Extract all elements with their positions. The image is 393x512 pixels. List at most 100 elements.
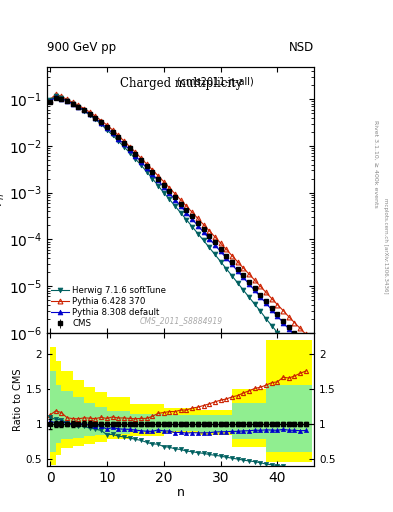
Pythia 6.428 370 — [133, 149, 138, 155]
Pythia 6.428 370 — [292, 319, 297, 326]
Text: Rivet 3.1.10, ≥ 400k events: Rivet 3.1.10, ≥ 400k events — [373, 120, 378, 208]
Pythia 8.308 default — [48, 98, 52, 104]
Pythia 8.308 default — [150, 171, 155, 177]
Pythia 6.428 370 — [218, 240, 223, 246]
Pythia 6.428 370 — [150, 166, 155, 173]
Pythia 8.308 default — [235, 268, 240, 274]
Line: Herwig 7.1.6 softTune: Herwig 7.1.6 softTune — [48, 94, 308, 370]
Pythia 6.428 370 — [167, 185, 172, 191]
Pythia 6.428 370 — [264, 289, 268, 295]
Pythia 8.308 default — [184, 209, 189, 216]
Pythia 8.308 default — [213, 242, 217, 248]
Pythia 8.308 default — [133, 153, 138, 159]
Herwig 7.1.6 softTune — [264, 316, 268, 322]
Pythia 6.428 370 — [281, 307, 285, 313]
Herwig 7.1.6 softTune — [190, 224, 195, 230]
Herwig 7.1.6 softTune — [178, 210, 183, 216]
Pythia 8.308 default — [167, 190, 172, 196]
Pythia 8.308 default — [88, 111, 92, 117]
Herwig 7.1.6 softTune — [224, 266, 229, 272]
Herwig 7.1.6 softTune — [184, 217, 189, 223]
Pythia 6.428 370 — [252, 277, 257, 283]
Herwig 7.1.6 softTune — [167, 196, 172, 202]
Pythia 8.308 default — [156, 177, 160, 183]
X-axis label: n: n — [177, 486, 185, 499]
Pythia 8.308 default — [121, 141, 126, 147]
Pythia 8.308 default — [190, 216, 195, 222]
Pythia 8.308 default — [162, 184, 166, 190]
Y-axis label: Ratio to CMS: Ratio to CMS — [13, 368, 23, 431]
Pythia 6.428 370 — [105, 122, 109, 128]
Pythia 6.428 370 — [93, 113, 98, 119]
Text: mcplots.cern.ch [arXiv:1306.3436]: mcplots.cern.ch [arXiv:1306.3436] — [383, 198, 387, 293]
Herwig 7.1.6 softTune — [298, 358, 303, 364]
Text: Charged multiplicity: Charged multiplicity — [119, 77, 242, 90]
Herwig 7.1.6 softTune — [139, 162, 143, 168]
Pythia 6.428 370 — [121, 138, 126, 144]
Herwig 7.1.6 softTune — [241, 287, 246, 293]
Pythia 6.428 370 — [269, 295, 274, 302]
Pythia 8.308 default — [53, 94, 58, 100]
Herwig 7.1.6 softTune — [252, 301, 257, 307]
Herwig 7.1.6 softTune — [269, 323, 274, 329]
Herwig 7.1.6 softTune — [48, 97, 52, 103]
Pythia 8.308 default — [224, 255, 229, 261]
Herwig 7.1.6 softTune — [275, 330, 280, 336]
Pythia 6.428 370 — [156, 173, 160, 179]
Pythia 8.308 default — [230, 262, 234, 268]
Text: 900 GeV pp: 900 GeV pp — [47, 41, 116, 54]
Herwig 7.1.6 softTune — [207, 244, 211, 250]
Pythia 6.428 370 — [190, 209, 195, 216]
Herwig 7.1.6 softTune — [121, 144, 126, 150]
Herwig 7.1.6 softTune — [173, 203, 178, 209]
Pythia 6.428 370 — [247, 271, 252, 277]
Pythia 8.308 default — [303, 345, 308, 351]
Pythia 6.428 370 — [258, 283, 263, 289]
Herwig 7.1.6 softTune — [110, 132, 115, 138]
Herwig 7.1.6 softTune — [247, 294, 252, 300]
Pythia 6.428 370 — [178, 197, 183, 203]
Pythia 6.428 370 — [99, 117, 103, 123]
Legend: Herwig 7.1.6 softTune, Pythia 6.428 370, Pythia 8.308 default, CMS: Herwig 7.1.6 softTune, Pythia 6.428 370,… — [50, 284, 168, 330]
Text: NSD: NSD — [289, 41, 314, 54]
Pythia 8.308 default — [258, 294, 263, 300]
Pythia 8.308 default — [65, 98, 70, 104]
Text: CMS_2011_S8884919: CMS_2011_S8884919 — [139, 316, 222, 325]
Herwig 7.1.6 softTune — [258, 308, 263, 314]
Pythia 6.428 370 — [195, 216, 200, 222]
Herwig 7.1.6 softTune — [235, 280, 240, 286]
Pythia 8.308 default — [281, 319, 285, 326]
Herwig 7.1.6 softTune — [99, 121, 103, 127]
Pythia 8.308 default — [241, 274, 246, 281]
Pythia 8.308 default — [59, 96, 64, 102]
Pythia 8.308 default — [139, 159, 143, 165]
Herwig 7.1.6 softTune — [116, 138, 121, 144]
Line: Pythia 8.308 default: Pythia 8.308 default — [48, 95, 308, 350]
Pythia 8.308 default — [298, 338, 303, 345]
Pythia 6.428 370 — [303, 331, 308, 337]
Herwig 7.1.6 softTune — [144, 168, 149, 175]
Pythia 6.428 370 — [224, 246, 229, 252]
Pythia 6.428 370 — [201, 222, 206, 228]
Pythia 6.428 370 — [173, 191, 178, 197]
Pythia 8.308 default — [76, 103, 81, 110]
Herwig 7.1.6 softTune — [303, 365, 308, 371]
Pythia 6.428 370 — [82, 105, 86, 112]
Herwig 7.1.6 softTune — [133, 156, 138, 162]
Herwig 7.1.6 softTune — [59, 95, 64, 101]
Herwig 7.1.6 softTune — [230, 273, 234, 279]
Pythia 8.308 default — [105, 125, 109, 131]
Pythia 6.428 370 — [65, 96, 70, 102]
Pythia 6.428 370 — [275, 302, 280, 308]
Pythia 6.428 370 — [162, 179, 166, 185]
Herwig 7.1.6 softTune — [218, 259, 223, 265]
Pythia 8.308 default — [275, 313, 280, 319]
Pythia 6.428 370 — [241, 265, 246, 271]
Pythia 8.308 default — [178, 203, 183, 209]
Pythia 8.308 default — [218, 248, 223, 254]
Pythia 6.428 370 — [139, 155, 143, 161]
Pythia 6.428 370 — [298, 325, 303, 331]
Herwig 7.1.6 softTune — [201, 238, 206, 244]
Pythia 6.428 370 — [88, 109, 92, 115]
Herwig 7.1.6 softTune — [162, 189, 166, 196]
